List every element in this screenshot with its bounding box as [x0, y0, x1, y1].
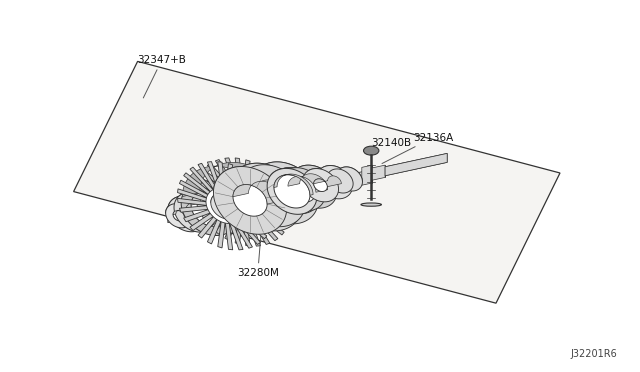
Polygon shape: [303, 169, 339, 202]
Polygon shape: [314, 179, 327, 192]
Polygon shape: [223, 184, 262, 220]
Polygon shape: [170, 196, 209, 231]
Polygon shape: [173, 210, 187, 217]
Polygon shape: [274, 175, 310, 208]
Text: 32140B: 32140B: [371, 138, 412, 153]
Polygon shape: [74, 61, 560, 303]
Polygon shape: [274, 174, 313, 195]
Polygon shape: [191, 192, 228, 226]
Polygon shape: [314, 176, 341, 187]
Ellipse shape: [361, 203, 381, 206]
Polygon shape: [166, 203, 195, 219]
Polygon shape: [278, 168, 325, 211]
Polygon shape: [277, 174, 313, 207]
Polygon shape: [288, 176, 316, 202]
Polygon shape: [385, 153, 447, 176]
Polygon shape: [252, 162, 318, 224]
Polygon shape: [168, 196, 209, 218]
Polygon shape: [337, 167, 362, 191]
Polygon shape: [191, 181, 248, 234]
Polygon shape: [174, 192, 218, 232]
Polygon shape: [303, 166, 353, 189]
Polygon shape: [166, 204, 192, 228]
Text: 32280M: 32280M: [237, 219, 278, 278]
Polygon shape: [180, 191, 223, 231]
Polygon shape: [168, 203, 195, 227]
Polygon shape: [228, 189, 257, 215]
Polygon shape: [229, 163, 302, 231]
Polygon shape: [300, 174, 328, 200]
Polygon shape: [195, 158, 291, 246]
Polygon shape: [173, 211, 184, 221]
Text: 32136A: 32136A: [382, 133, 453, 164]
Polygon shape: [238, 165, 305, 227]
Polygon shape: [186, 203, 205, 221]
Polygon shape: [213, 167, 287, 234]
Polygon shape: [206, 188, 244, 224]
Polygon shape: [211, 189, 257, 209]
Polygon shape: [291, 165, 337, 208]
Polygon shape: [168, 196, 206, 232]
Polygon shape: [176, 210, 187, 220]
Polygon shape: [233, 185, 267, 216]
Polygon shape: [181, 183, 238, 235]
Polygon shape: [327, 169, 353, 193]
Polygon shape: [177, 162, 273, 250]
Polygon shape: [278, 165, 337, 194]
Polygon shape: [191, 190, 237, 213]
Polygon shape: [270, 168, 320, 214]
Polygon shape: [248, 181, 283, 213]
Polygon shape: [268, 177, 302, 209]
Polygon shape: [327, 167, 362, 184]
Text: 32347+B: 32347+B: [138, 55, 186, 98]
Polygon shape: [328, 176, 341, 189]
Polygon shape: [186, 202, 211, 214]
Polygon shape: [288, 174, 328, 192]
Polygon shape: [372, 165, 385, 180]
Polygon shape: [233, 181, 283, 204]
Polygon shape: [255, 180, 289, 212]
Polygon shape: [182, 163, 285, 215]
Polygon shape: [181, 181, 248, 215]
Polygon shape: [174, 191, 223, 217]
Polygon shape: [362, 165, 372, 185]
Polygon shape: [200, 190, 237, 224]
Polygon shape: [213, 163, 302, 208]
Polygon shape: [267, 168, 320, 197]
Polygon shape: [211, 192, 239, 219]
Polygon shape: [238, 162, 318, 203]
Polygon shape: [168, 153, 447, 222]
Polygon shape: [267, 169, 317, 214]
Polygon shape: [317, 166, 353, 199]
Circle shape: [364, 146, 379, 155]
Polygon shape: [255, 177, 302, 199]
Polygon shape: [191, 202, 211, 220]
Text: J32201R6: J32201R6: [571, 349, 618, 359]
